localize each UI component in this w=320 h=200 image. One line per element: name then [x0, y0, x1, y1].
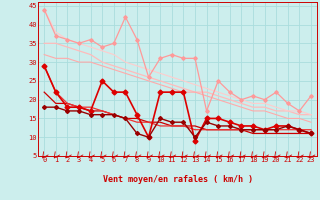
X-axis label: Vent moyen/en rafales ( km/h ): Vent moyen/en rafales ( km/h ): [103, 174, 252, 184]
